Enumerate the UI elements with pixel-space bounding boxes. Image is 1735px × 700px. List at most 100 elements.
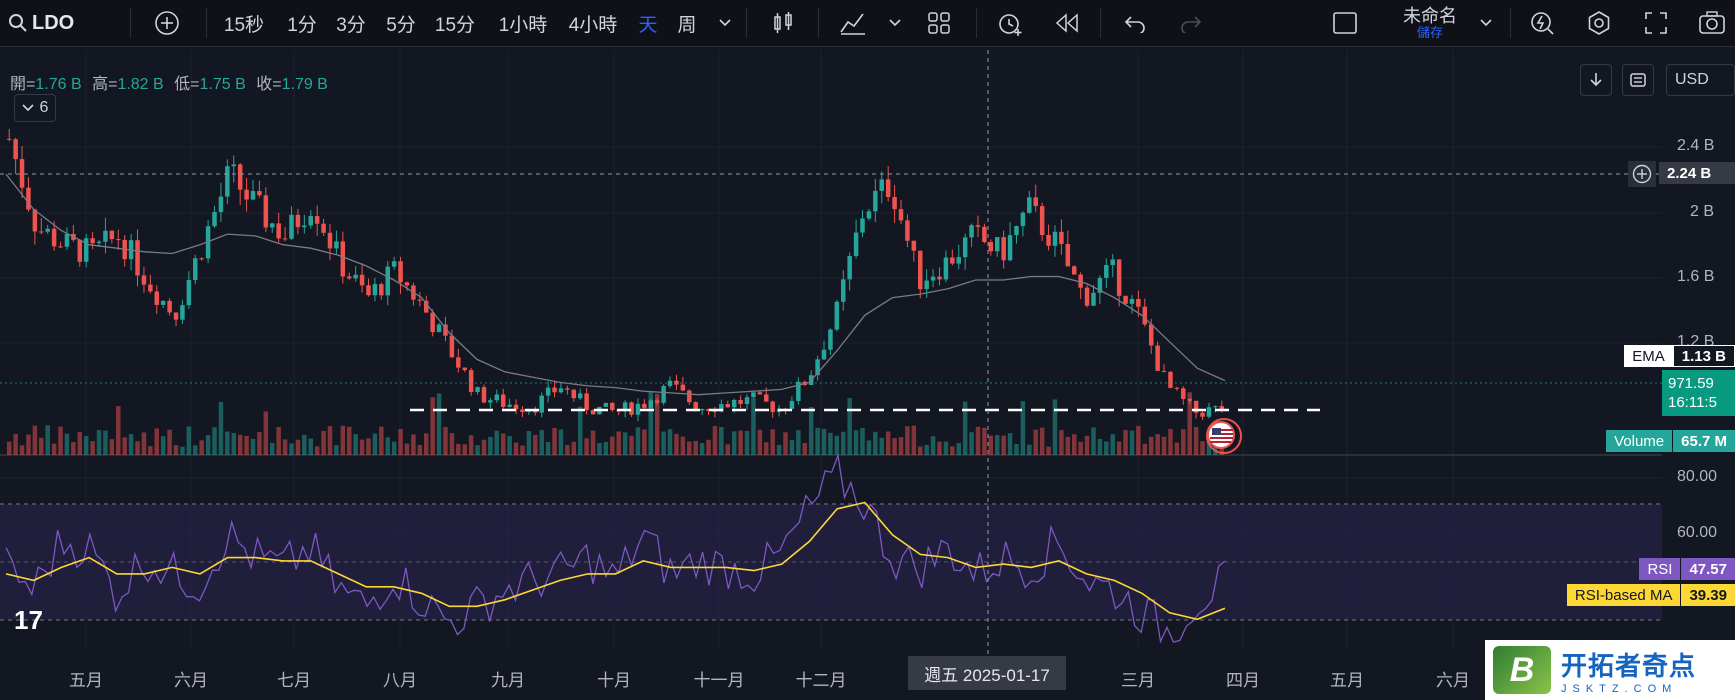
volume-bar <box>1116 441 1122 455</box>
candle-body <box>417 299 423 301</box>
candle-body <box>866 211 872 219</box>
top-toolbar: LDO 15秒 1分 3分 5分 15分 1小時 4小時天周 未命名 儲存 <box>0 0 1735 47</box>
sync-button[interactable] <box>1622 64 1654 96</box>
candle-body <box>199 258 204 260</box>
volume-bar <box>1187 392 1192 455</box>
candle-body <box>885 179 891 197</box>
replay-button[interactable] <box>1052 0 1082 46</box>
candle-body <box>738 399 743 404</box>
candle-body <box>680 384 686 391</box>
volume-bar <box>270 442 275 455</box>
volume-bar <box>90 441 95 455</box>
volume-bar <box>1123 430 1128 455</box>
fullscreen-icon <box>1645 12 1667 34</box>
time-axis-tick: 五月 <box>1330 671 1364 690</box>
open-value: 1.76 B <box>35 76 82 93</box>
candle-body <box>853 232 859 257</box>
interval-button[interactable]: 15秒 <box>223 14 265 36</box>
fullscreen-button[interactable] <box>1641 0 1671 46</box>
screenshot-button[interactable] <box>1697 0 1727 46</box>
currency-selector[interactable]: USD <box>1666 64 1735 96</box>
volume-bar <box>892 438 897 455</box>
candle-body <box>687 390 692 403</box>
candle-body <box>385 266 390 296</box>
candle-body <box>584 393 589 411</box>
candle-body <box>956 257 961 264</box>
divider <box>976 8 977 38</box>
candle-body <box>1001 237 1006 261</box>
interval-button[interactable]: 4小時 <box>568 14 618 36</box>
watermark-name: 开拓者奇点 <box>1561 650 1697 681</box>
candle-body <box>635 403 641 415</box>
interval-button[interactable]: 周 <box>677 14 697 36</box>
volume-bar <box>353 434 358 455</box>
indicators-dropdown-button[interactable] <box>885 0 905 46</box>
volume-bar <box>725 444 731 455</box>
interval-button[interactable]: 天 <box>638 14 658 36</box>
volume-bar <box>860 428 865 455</box>
candle-body <box>295 214 301 228</box>
volume-bar <box>1001 435 1006 455</box>
chart-type-button[interactable] <box>768 0 798 46</box>
volume-bar <box>26 434 31 455</box>
candle-body <box>186 280 192 306</box>
interval-dropdown-button[interactable] <box>715 0 735 46</box>
download-button[interactable] <box>1580 64 1612 96</box>
candle-body <box>629 402 634 415</box>
ema-line <box>5 173 1226 396</box>
candle-body <box>244 189 249 200</box>
interval-button[interactable]: 5分 <box>386 14 416 36</box>
layout-name-button[interactable]: 未命名 儲存 <box>1385 0 1475 46</box>
candle-body <box>423 300 429 313</box>
candle-body <box>58 246 63 248</box>
volume-bar <box>1148 436 1154 455</box>
lightning-search-icon <box>1531 12 1554 35</box>
us-flag-event-icon[interactable] <box>1206 418 1242 454</box>
volume-bar <box>340 425 346 455</box>
volume-bar <box>706 439 711 455</box>
volume-bar <box>1200 441 1205 455</box>
candle-body <box>905 220 910 241</box>
time-axis-tick: 六月 <box>1436 671 1470 690</box>
add-symbol-button[interactable] <box>152 0 182 46</box>
volume-bar <box>847 397 852 455</box>
alert-button[interactable] <box>993 0 1027 46</box>
undo-button[interactable] <box>1120 0 1150 46</box>
candle-body <box>1116 259 1122 296</box>
volume-bar <box>96 430 102 455</box>
symbol-search[interactable]: LDO <box>8 0 74 46</box>
candle-body <box>950 257 955 264</box>
volume-bar <box>1161 436 1167 455</box>
volume-bar <box>879 437 885 455</box>
volume-bar <box>988 435 994 455</box>
indicators-button[interactable] <box>838 0 868 46</box>
volume-bar <box>507 436 512 455</box>
candle-body <box>943 257 949 280</box>
indicators-count: 6 <box>39 99 49 116</box>
rewind-icon <box>1055 13 1078 33</box>
volume-bar <box>302 434 307 455</box>
interval-button[interactable]: 1分 <box>287 14 317 36</box>
indicators-collapse-button[interactable]: 6 <box>14 94 56 122</box>
price-chart[interactable] <box>0 46 1735 700</box>
candle-body <box>1136 298 1141 307</box>
candle-body <box>661 385 666 403</box>
interval-button[interactable]: 1小時 <box>498 14 548 36</box>
interval-button[interactable]: 15分 <box>434 14 476 36</box>
divider <box>130 8 131 38</box>
redo-icon <box>1181 16 1202 33</box>
interval-button[interactable]: 3分 <box>336 14 366 36</box>
volume-bar <box>1136 425 1141 455</box>
quick-search-button[interactable] <box>1527 0 1557 46</box>
add-price-alert-button[interactable] <box>1628 161 1656 187</box>
layout-toggle-button[interactable] <box>1330 0 1360 46</box>
layout-dropdown-button[interactable] <box>1476 0 1496 46</box>
volume-bar <box>828 432 833 455</box>
redo-button[interactable] <box>1176 0 1206 46</box>
low-label: 低= <box>174 76 200 93</box>
templates-button[interactable] <box>924 0 954 46</box>
volume-bar <box>552 427 557 455</box>
settings-button[interactable] <box>1584 0 1614 46</box>
tradingview-logo[interactable]: 17 <box>14 605 43 635</box>
candle-body <box>1142 306 1148 325</box>
